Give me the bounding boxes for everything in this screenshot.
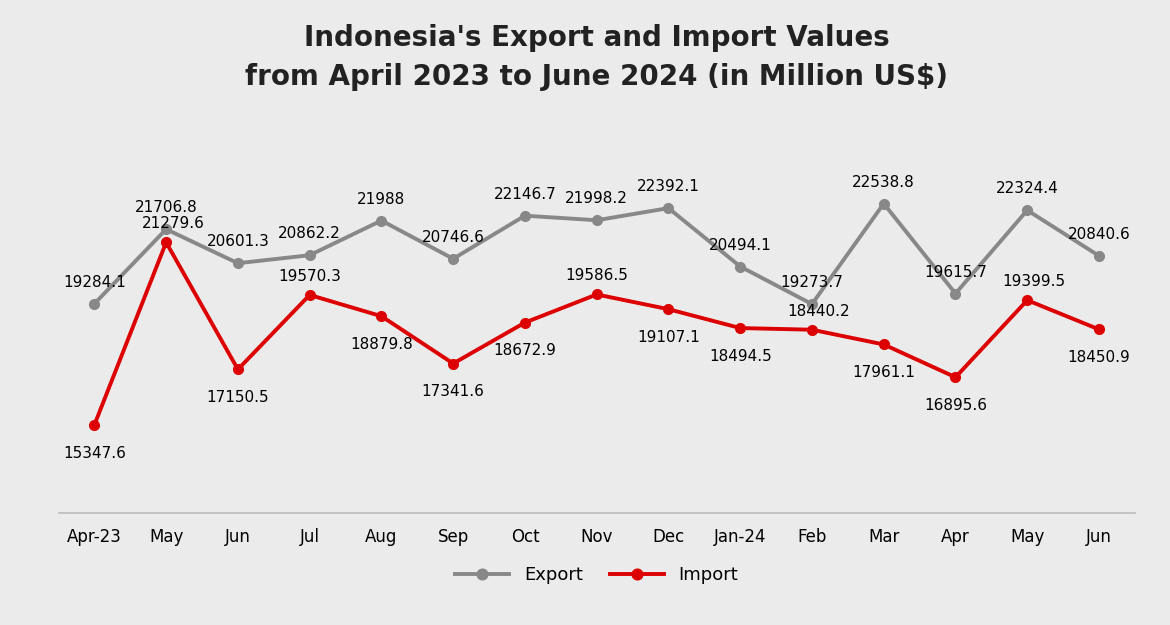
Export — [1020, 206, 1034, 214]
Text: 20840.6: 20840.6 — [1068, 227, 1130, 242]
Text: 19273.7: 19273.7 — [780, 275, 844, 290]
Export — [1092, 252, 1106, 259]
Import — [1020, 296, 1034, 304]
Export — [876, 200, 890, 208]
Export — [230, 259, 245, 267]
Import — [230, 366, 245, 373]
Text: 21706.8: 21706.8 — [135, 201, 198, 216]
Text: 19399.5: 19399.5 — [1003, 274, 1066, 289]
Import — [159, 239, 173, 246]
Text: 21988: 21988 — [357, 192, 406, 207]
Export — [88, 300, 102, 308]
Text: 18440.2: 18440.2 — [787, 304, 851, 319]
Export — [159, 226, 173, 233]
Import — [661, 306, 675, 313]
Text: 19615.7: 19615.7 — [924, 264, 987, 279]
Export — [805, 301, 819, 308]
Import — [805, 326, 819, 334]
Import — [374, 312, 388, 320]
Text: 18494.5: 18494.5 — [709, 349, 771, 364]
Text: 15347.6: 15347.6 — [63, 446, 126, 461]
Export — [734, 262, 748, 270]
Text: 18672.9: 18672.9 — [494, 343, 557, 358]
Text: 16895.6: 16895.6 — [924, 398, 987, 413]
Import — [949, 374, 963, 381]
Import — [1092, 326, 1106, 333]
Text: 22538.8: 22538.8 — [853, 175, 915, 190]
Text: 17150.5: 17150.5 — [207, 390, 269, 405]
Line: Import: Import — [90, 238, 1103, 430]
Text: 18450.9: 18450.9 — [1068, 350, 1130, 365]
Export — [661, 204, 675, 212]
Export — [518, 212, 532, 219]
Export — [303, 251, 317, 259]
Text: 20746.6: 20746.6 — [421, 230, 484, 245]
Title: Indonesia's Export and Import Values
from April 2023 to June 2024 (in Million US: Indonesia's Export and Import Values fro… — [246, 24, 948, 91]
Export — [446, 255, 460, 262]
Import — [303, 291, 317, 299]
Text: 21279.6: 21279.6 — [142, 216, 205, 231]
Text: 20862.2: 20862.2 — [278, 226, 340, 241]
Text: 20601.3: 20601.3 — [206, 234, 269, 249]
Import — [446, 360, 460, 368]
Line: Export: Export — [90, 199, 1103, 309]
Export — [949, 290, 963, 298]
Text: 18879.8: 18879.8 — [350, 337, 413, 352]
Text: 20494.1: 20494.1 — [709, 238, 771, 252]
Import — [590, 291, 604, 298]
Text: 19107.1: 19107.1 — [638, 330, 700, 345]
Legend: Export, Import: Export, Import — [448, 559, 745, 591]
Text: 22392.1: 22392.1 — [636, 179, 700, 194]
Text: 19284.1: 19284.1 — [63, 275, 125, 290]
Text: 17961.1: 17961.1 — [852, 365, 915, 380]
Import — [518, 319, 532, 326]
Export — [374, 217, 388, 224]
Import — [876, 341, 890, 348]
Text: 17341.6: 17341.6 — [421, 384, 484, 399]
Text: 22146.7: 22146.7 — [494, 187, 556, 202]
Text: 19570.3: 19570.3 — [278, 269, 342, 284]
Export — [590, 216, 604, 224]
Text: 19586.5: 19586.5 — [565, 268, 628, 283]
Import — [734, 324, 748, 332]
Text: 21998.2: 21998.2 — [565, 191, 628, 206]
Import — [88, 421, 102, 429]
Text: 22324.4: 22324.4 — [996, 181, 1059, 196]
